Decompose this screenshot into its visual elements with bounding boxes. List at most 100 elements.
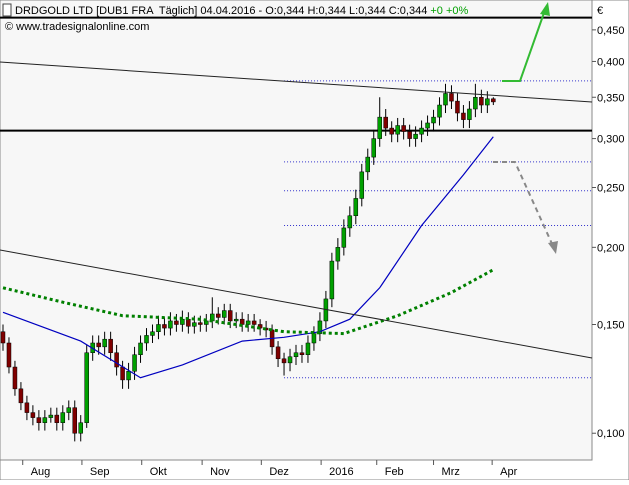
x-tick-label: Mrz	[442, 466, 460, 478]
candle-body	[84, 352, 89, 423]
candle-body	[138, 342, 143, 355]
candle-body	[30, 412, 36, 418]
arrow-up	[502, 9, 546, 82]
x-tick-label: Okt	[150, 466, 167, 478]
candle-body	[198, 322, 203, 325]
candle-body	[72, 407, 77, 434]
y-tick-label: 0,450	[597, 25, 625, 37]
candle-body	[233, 318, 239, 322]
candle-body	[102, 338, 107, 348]
candle-body	[377, 116, 382, 139]
change: +0 +0%	[430, 5, 468, 17]
y-tick-label: 0,300	[597, 134, 625, 146]
candle-body	[132, 354, 137, 372]
candle-body	[293, 352, 299, 357]
candle-body	[150, 331, 155, 336]
candle-body	[329, 260, 335, 300]
candle-body	[431, 116, 436, 124]
x-tick-label: Dez	[269, 466, 289, 478]
trendline	[0, 61, 593, 103]
candle-body	[275, 346, 281, 360]
candle-body	[216, 313, 221, 318]
candle-body	[24, 402, 30, 413]
candle-body	[437, 104, 442, 118]
candle-body	[395, 125, 400, 135]
arrow-head	[540, 2, 550, 16]
y-tick-label: 0,400	[597, 56, 625, 68]
x-tick-label: Aug	[31, 466, 51, 478]
arrow-head	[548, 241, 558, 254]
x-tick-label: 2016	[329, 466, 353, 478]
candle-body	[287, 356, 293, 364]
candle-body	[281, 358, 287, 364]
candle-body	[180, 318, 185, 325]
candle-body	[485, 98, 490, 106]
candle-body	[335, 247, 341, 262]
candle-body	[78, 422, 83, 434]
candle-body	[162, 324, 167, 329]
candle-body	[371, 138, 376, 158]
moving-average	[2, 268, 495, 336]
y-tick-label: 0,350	[597, 92, 625, 104]
y-tick-label: 0,100	[597, 428, 625, 440]
candle-body	[491, 98, 496, 103]
candle-body	[341, 227, 347, 248]
candle-body	[311, 333, 317, 344]
y-tick-label: 0,200	[597, 242, 625, 254]
candle-body	[401, 125, 406, 132]
source: © www.tradesignalonline.com	[5, 21, 149, 33]
candle-body	[0, 331, 6, 344]
candle-body	[467, 108, 472, 120]
candle-body	[221, 310, 227, 318]
candle-body	[144, 335, 149, 344]
candle-body	[114, 352, 119, 368]
candle-body	[305, 342, 311, 355]
candle-body	[108, 338, 113, 353]
candle-body	[18, 388, 24, 404]
candle-body	[126, 370, 131, 381]
plot-area	[0, 0, 593, 461]
candle-body	[227, 310, 233, 322]
candle-body	[461, 112, 466, 120]
candle-body	[413, 133, 418, 139]
candle-body	[473, 97, 478, 110]
candle-body	[120, 366, 125, 381]
candle-body	[6, 342, 12, 368]
candle-body	[479, 97, 484, 106]
candle-body	[12, 366, 18, 390]
candle-body	[239, 318, 245, 325]
moving-average	[2, 136, 494, 379]
candle-body	[66, 407, 72, 413]
candle-body	[168, 320, 173, 329]
candle-body	[186, 318, 191, 327]
candle-body	[359, 171, 365, 199]
candle-body	[317, 320, 323, 334]
candle-body	[353, 198, 359, 217]
y-tick-label: 0,150	[597, 319, 625, 331]
currency: €	[597, 5, 603, 17]
candle-body	[156, 324, 161, 332]
candle-body	[365, 156, 371, 173]
candle-body	[48, 414, 54, 418]
candle-body	[347, 215, 353, 229]
candle-body	[407, 131, 412, 139]
icon	[2, 3, 12, 17]
candle-body	[449, 93, 454, 102]
candle-body	[54, 414, 60, 423]
y-tick-label: 0,250	[597, 182, 625, 194]
candle-body	[36, 417, 42, 423]
candle-body	[245, 320, 251, 325]
candle-body	[192, 322, 197, 327]
candle-body	[389, 127, 394, 135]
candle-body	[443, 93, 448, 106]
candle-body	[425, 122, 430, 129]
x-tick-label: Nov	[210, 466, 230, 478]
arrow-down	[493, 161, 554, 247]
candle-body	[96, 342, 101, 348]
candle-body	[42, 417, 48, 423]
x-tick-label: Apr	[500, 466, 517, 478]
trendline	[0, 249, 593, 359]
candle-body	[251, 320, 257, 325]
x-tick-label: Feb	[385, 466, 404, 478]
